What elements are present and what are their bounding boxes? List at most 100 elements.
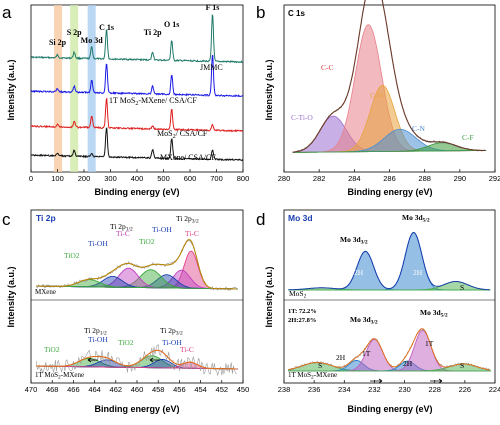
mo3d-fit-envelope xyxy=(288,231,490,291)
shift-arrow-right-1 xyxy=(370,378,383,384)
si-2p-band xyxy=(54,5,63,172)
label-mxene: MXene/ CSA/CF xyxy=(160,153,216,162)
peak-label: F 1s xyxy=(206,3,220,12)
label-tio2-bot: TiO2 xyxy=(44,345,60,354)
x-tick-label: 284 xyxy=(348,174,361,183)
label-2h-top-1: 2H xyxy=(354,268,364,277)
c1s-envelope xyxy=(292,0,486,154)
label-tio2-top: TiO2 xyxy=(139,237,155,246)
shift-arrow-left-1 xyxy=(87,357,98,363)
shift-arrow-left-2 xyxy=(149,357,160,363)
peak-label: S 2p xyxy=(67,28,82,37)
x-tick-label: 456 xyxy=(173,385,186,394)
panel-d-frame xyxy=(283,209,496,384)
ti2p-raw-data xyxy=(36,343,237,377)
panel-c-letter: c xyxy=(2,210,11,229)
label-s-top: S xyxy=(460,283,464,292)
label-ti2p32-bot: Ti 2p3/2 xyxy=(160,326,183,337)
peak-label: Ti 2p xyxy=(144,28,162,37)
x-tick-label: 458 xyxy=(152,385,165,394)
panel-c-ticks: 470 468 466 464 462 460 458 456 454 452 450 xyxy=(25,380,250,394)
x-tick-label: 224 xyxy=(489,385,500,394)
x-tick-label: 200 xyxy=(78,174,91,183)
x-tick-label: 600 xyxy=(184,174,197,183)
label-1t-bot-2: 1T xyxy=(425,339,434,348)
x-tick-label: 468 xyxy=(46,385,59,394)
x-tick-label: 100 xyxy=(51,174,64,183)
label-ti-c-top: Ti-C xyxy=(185,229,199,238)
panel-b-title: C 1s xyxy=(288,9,305,18)
x-tick-label: 460 xyxy=(131,385,144,394)
panel-d: d Mo 3d 238 236 234 232 230 228 226 224 MoS2 1T… xyxy=(256,209,500,414)
panel-a: a 0 100 200 300 400 500 600 700 800 Binding ener… xyxy=(2,3,249,197)
ti2p-1t-curves xyxy=(36,343,238,377)
x-tick-label: 282 xyxy=(313,174,326,183)
panel-d-sample-top: MoS2 xyxy=(289,289,307,300)
x-tick-label: 228 xyxy=(428,385,441,394)
label-c-f: C-F xyxy=(462,133,474,142)
survey-curve xyxy=(30,13,244,64)
label-ti2p12-top: Ti 2p1/2 xyxy=(110,222,133,233)
ratio-2h: 2H:27.8% xyxy=(288,317,316,324)
ti2p-fit-envelope xyxy=(36,239,237,290)
label-s-bot-1: S xyxy=(318,361,322,370)
x-tick-label: 450 xyxy=(237,385,250,394)
label-ti2p12-bot: Ti 2p1/2 xyxy=(84,326,107,337)
label-1t-mos2-mxene: 1T MoS2-MXene/ CSA/CF xyxy=(109,96,197,107)
x-tick-label: 292 xyxy=(489,174,500,183)
x-tick-label: 462 xyxy=(110,385,123,394)
x-tick-label: 700 xyxy=(210,174,223,183)
x-tick-label: 230 xyxy=(398,385,411,394)
x-tick-label: 454 xyxy=(194,385,207,394)
panel-d-xlabel: Binding energy (eV) xyxy=(347,404,432,414)
label-ti2p32-top: Ti 2p3/2 xyxy=(176,214,199,225)
shift-arrow-right-2 xyxy=(430,378,443,384)
label-ti-c-top-2: Ti-C xyxy=(116,229,130,238)
label-jmmc: JMMC xyxy=(200,63,223,72)
x-tick-label: 500 xyxy=(157,174,170,183)
x-tick-label: 800 xyxy=(237,174,250,183)
label-mo3d52-bot: Mo 3d5/2 xyxy=(420,308,448,319)
panel-b: b C 1s 280 282 284 286 288 290 292 Binding ene… xyxy=(256,0,500,197)
panel-c-title: Ti 2p xyxy=(36,213,56,223)
x-tick-label: 236 xyxy=(308,385,321,394)
panel-d-ylabel: Intensity (a.u.) xyxy=(264,266,274,327)
c1s-components xyxy=(292,24,487,153)
ti2p-mxene-curves xyxy=(36,239,238,292)
panel-c-sample-top: MXene xyxy=(35,288,56,296)
mo-3d-band xyxy=(87,5,96,172)
panel-d-letter: d xyxy=(256,210,265,229)
panel-c-frame xyxy=(30,209,244,384)
label-ti-oh-bot-2: Ti-OH xyxy=(162,338,182,347)
mo3d-component-peak xyxy=(288,232,491,291)
panel-d-sample-bottom: 1T MoS2-MXene xyxy=(288,371,337,381)
survey-curve xyxy=(30,97,243,133)
label-c-ti-o: C-Ti-O xyxy=(291,113,313,122)
s-2p-band xyxy=(70,5,79,172)
mo3d-mos2-curves xyxy=(288,231,491,291)
x-tick-label: 234 xyxy=(338,385,351,394)
x-tick-label: 0 xyxy=(29,174,33,183)
survey-curve xyxy=(30,127,244,162)
panel-d-title: Mo 3d xyxy=(288,213,313,223)
ratio-1t: 1T: 72.2% xyxy=(288,308,317,315)
label-ti-oh-top-2: Ti-OH xyxy=(88,239,108,248)
panel-d-ticks: 238 236 234 232 230 228 226 224 xyxy=(278,380,500,394)
panel-b-letter: b xyxy=(256,3,265,22)
panel-a-ylabel: Intensity (a.u.) xyxy=(6,59,16,120)
survey-curves xyxy=(30,13,244,162)
label-1t-bot-1: 1T xyxy=(362,349,371,358)
label-c-n: C-N xyxy=(412,124,426,133)
label-ti-c-bot: Ti-C xyxy=(180,345,194,354)
x-tick-label: 280 xyxy=(278,174,291,183)
peak-label: O 1s xyxy=(164,20,179,29)
panel-c-xlabel: Binding energy (eV) xyxy=(94,404,179,414)
mo3d-fit-envelope xyxy=(288,328,490,371)
c1s-fit-envelope xyxy=(292,0,486,153)
panel-a-xlabel: Binding energy (eV) xyxy=(94,187,179,197)
label-ti-oh-top: Ti-OH xyxy=(152,225,172,234)
label-2h-bot-1: 2H xyxy=(336,353,346,362)
panel-c-sample-bottom: 1T MoS2-MXene xyxy=(35,371,84,381)
